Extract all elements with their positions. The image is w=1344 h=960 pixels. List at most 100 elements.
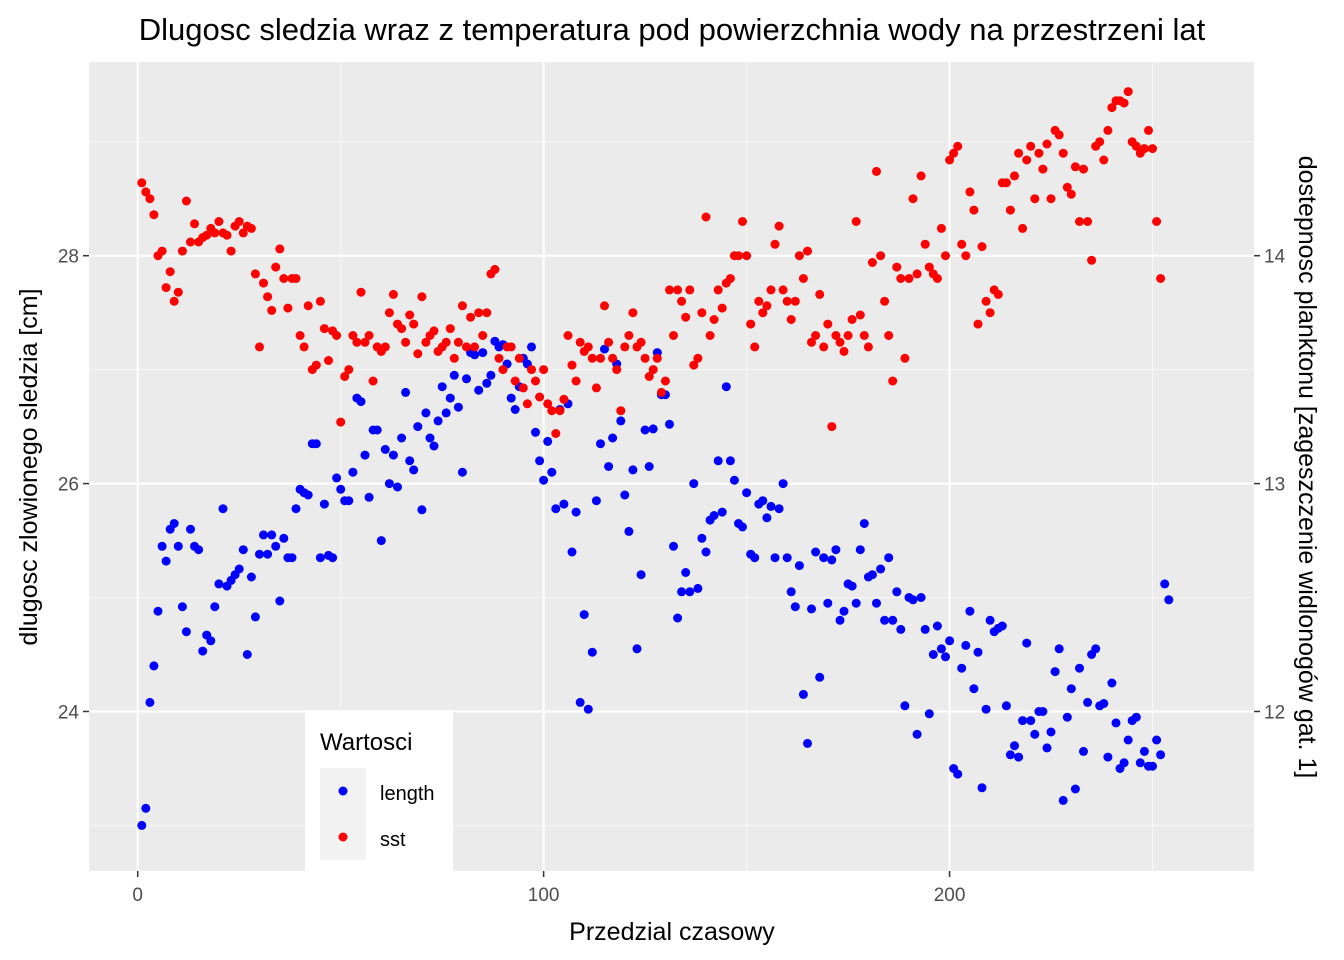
data-point-sst <box>157 246 167 256</box>
data-point-length <box>255 549 264 559</box>
data-point-sst <box>742 251 752 261</box>
legend-key-sst <box>338 832 348 842</box>
data-point-sst <box>847 315 857 324</box>
y-tick-label: 28 <box>58 247 79 268</box>
data-point-length <box>1119 758 1129 768</box>
data-point-length <box>953 769 963 779</box>
data-point-sst <box>445 324 455 334</box>
data-point-length <box>985 615 995 625</box>
data-point-sst <box>709 315 719 324</box>
data-point-length <box>648 424 658 434</box>
data-point-sst <box>441 337 451 347</box>
data-point-length <box>445 393 455 403</box>
data-point-length <box>815 672 825 682</box>
data-point-length <box>604 462 614 471</box>
data-point-sst <box>612 365 622 375</box>
data-point-sst <box>1034 148 1044 158</box>
data-point-sst <box>608 353 618 363</box>
data-point-length <box>344 496 354 506</box>
data-point-length <box>738 522 747 532</box>
data-point-length <box>932 621 942 631</box>
data-point-length <box>486 370 496 380</box>
data-point-sst <box>514 353 524 363</box>
data-point-sst <box>238 228 248 238</box>
data-point-length <box>596 439 605 449</box>
data-point-sst <box>762 301 772 311</box>
data-point-length <box>831 545 841 555</box>
data-point-sst <box>149 210 159 220</box>
data-point-length <box>1152 735 1162 745</box>
data-point-sst <box>770 239 780 249</box>
data-point-sst <box>965 187 975 197</box>
data-point-sst <box>604 337 614 347</box>
data-point-length <box>632 644 642 654</box>
data-point-length <box>539 475 549 485</box>
data-point-sst <box>336 417 346 427</box>
data-point-length <box>693 583 703 593</box>
data-point-sst <box>701 212 711 222</box>
data-point-length <box>941 652 950 662</box>
data-point-sst <box>303 301 313 311</box>
data-point-length <box>807 604 816 614</box>
data-point-sst <box>949 148 959 158</box>
data-point-length <box>210 602 220 612</box>
data-point-length <box>429 441 439 451</box>
data-point-length <box>267 530 277 540</box>
data-point-sst <box>839 346 849 356</box>
data-point-sst <box>1026 141 1036 151</box>
data-point-length <box>397 433 407 443</box>
data-point-length <box>579 610 589 620</box>
data-point-sst <box>1139 144 1149 154</box>
data-point-length <box>1050 667 1060 677</box>
data-point-sst <box>259 278 268 288</box>
data-point-length <box>551 504 561 514</box>
data-point-sst <box>1005 205 1015 215</box>
data-point-sst <box>421 337 431 347</box>
data-point-sst <box>677 296 687 306</box>
data-point-length <box>669 541 678 551</box>
data-point-length <box>1139 746 1149 756</box>
data-point-length <box>1099 699 1109 708</box>
data-point-sst <box>977 242 987 252</box>
data-point-length <box>246 572 256 582</box>
data-point-sst <box>673 285 683 295</box>
data-point-length <box>567 547 577 557</box>
data-point-sst <box>1001 178 1011 188</box>
data-point-length <box>425 433 435 443</box>
data-point-length <box>1022 638 1032 648</box>
data-point-length <box>319 499 329 509</box>
data-point-length <box>928 650 938 659</box>
data-point-length <box>1038 707 1048 716</box>
data-point-length <box>628 465 638 475</box>
data-point-length <box>137 820 147 830</box>
data-point-length <box>973 647 983 657</box>
data-point-length <box>1026 716 1036 726</box>
data-point-sst <box>1018 223 1028 233</box>
data-point-sst <box>250 269 260 279</box>
data-point-sst <box>527 365 536 375</box>
data-point-sst <box>843 331 853 340</box>
data-point-length <box>405 456 415 466</box>
data-point-sst <box>1083 217 1093 226</box>
legend-label-sst: sst <box>380 829 406 851</box>
x-tick-label: 200 <box>934 885 966 906</box>
data-point-length <box>1010 741 1019 751</box>
data-point-length <box>186 524 195 534</box>
data-point-length <box>859 519 869 528</box>
data-point-length <box>1107 678 1117 688</box>
data-point-length <box>681 568 691 577</box>
data-point-length <box>388 450 398 460</box>
data-point-length <box>1160 579 1170 589</box>
data-point-length <box>380 444 390 454</box>
data-point-length <box>482 378 492 388</box>
data-point-length <box>437 382 447 392</box>
data-point-sst <box>161 283 171 293</box>
x-axis-title: Przedzial czasowy <box>569 918 775 946</box>
data-point-sst <box>916 171 926 181</box>
data-point-sst <box>969 205 979 215</box>
data-point-sst <box>352 337 362 347</box>
data-point-length <box>876 564 886 574</box>
data-point-length <box>1135 758 1145 768</box>
data-point-length <box>1123 735 1133 745</box>
data-point-sst <box>348 331 358 340</box>
